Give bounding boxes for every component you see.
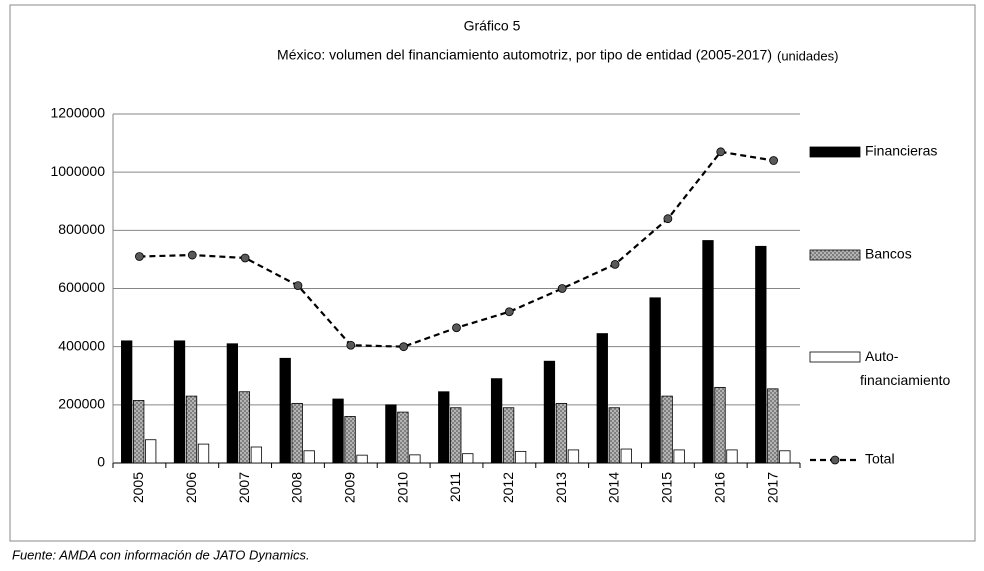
- x-tick-label: 2016: [711, 472, 727, 503]
- bar: [173, 340, 186, 464]
- bar: [490, 378, 503, 464]
- bar: [409, 454, 421, 464]
- bar: [779, 450, 791, 464]
- bar: [596, 333, 608, 464]
- x-tick-label: 2015: [659, 472, 675, 503]
- x-tick-label: 2009: [342, 472, 358, 503]
- bar: [567, 449, 580, 464]
- chart-frame: [9, 4, 976, 542]
- bar: [608, 407, 620, 464]
- line-marker: [504, 307, 514, 317]
- legend-label: Financieras: [865, 143, 937, 159]
- line-marker: [610, 259, 620, 269]
- line-marker: [293, 281, 303, 290]
- line-marker: [346, 340, 356, 350]
- x-tick-label: 2014: [606, 472, 622, 503]
- bar: [649, 297, 661, 464]
- bar: [185, 395, 198, 464]
- bar: [543, 360, 556, 464]
- unit-label: (unidades): [777, 48, 838, 63]
- x-tick-label: 2007: [236, 472, 252, 503]
- legend-label: Total: [865, 451, 895, 467]
- y-tick-label: 400000: [58, 337, 105, 353]
- bar: [197, 443, 210, 464]
- line-marker: [399, 342, 409, 352]
- y-tick-label: 600000: [58, 279, 105, 295]
- y-tick-label: 1000000: [50, 163, 105, 179]
- legend-swatch: [809, 249, 861, 261]
- source-note: Fuente: AMDA con información de JATO Dyn…: [12, 547, 310, 562]
- bar: [303, 450, 315, 464]
- x-tick-label: 2008: [289, 472, 305, 503]
- bar: [356, 454, 368, 464]
- bar: [397, 411, 409, 464]
- x-tick-label: 2013: [553, 472, 569, 503]
- x-tick-label: 2010: [394, 472, 410, 503]
- line-marker: [240, 253, 250, 263]
- x-tick-label: 2012: [500, 472, 516, 503]
- line-marker: [769, 156, 778, 165]
- bar: [620, 448, 632, 464]
- line-marker: [663, 214, 673, 224]
- line: [139, 150, 774, 348]
- x-tick-label: 2017: [764, 472, 780, 503]
- bar: [702, 240, 714, 464]
- y-tick-label: 1200000: [50, 105, 105, 121]
- bar: [332, 398, 344, 464]
- bar: [250, 446, 263, 464]
- bar: [438, 391, 450, 464]
- line-marker: [135, 252, 144, 261]
- legend-label: Auto-financiamiento: [860, 348, 950, 388]
- line-marker: [716, 147, 726, 157]
- chart-title: Gráfico 5: [464, 18, 521, 34]
- bar: [661, 395, 673, 464]
- bar: [279, 357, 291, 464]
- bar: [673, 449, 685, 464]
- bar: [514, 450, 527, 464]
- line-marker: [187, 250, 197, 260]
- legend-swatch: [809, 351, 861, 363]
- bar: [344, 416, 356, 464]
- bar: [714, 386, 726, 464]
- legend-label: Bancos: [865, 246, 912, 262]
- bar: [767, 388, 779, 464]
- bar: [450, 407, 462, 464]
- y-tick-label: 800000: [58, 221, 105, 237]
- bar: [121, 340, 133, 464]
- bar: [462, 453, 474, 464]
- y-tick-label: 0: [97, 454, 105, 470]
- chart-subtitle: México: volumen del financiamiento autom…: [277, 47, 772, 63]
- bar: [726, 449, 738, 464]
- legend-swatch: [830, 455, 840, 465]
- bar: [385, 404, 397, 464]
- bar: [755, 245, 767, 464]
- y-tick-label: 200000: [58, 396, 105, 412]
- bar: [145, 439, 157, 464]
- legend-swatch: [809, 146, 861, 158]
- line-marker: [557, 284, 567, 293]
- bar: [226, 343, 239, 464]
- bar: [291, 402, 303, 464]
- bar: [238, 391, 251, 464]
- bar: [502, 407, 515, 464]
- x-tick-label: 2011: [447, 472, 463, 502]
- line-marker: [452, 323, 461, 333]
- x-tick-label: 2006: [183, 472, 199, 503]
- bar: [555, 402, 568, 464]
- bar: [133, 400, 145, 464]
- x-tick-label: 2005: [130, 472, 146, 503]
